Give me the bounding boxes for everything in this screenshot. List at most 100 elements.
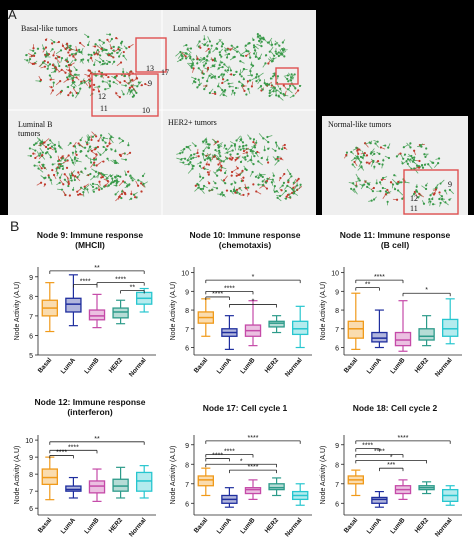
network-node [85, 154, 88, 157]
network-node [71, 174, 75, 177]
network-node [113, 60, 116, 63]
network-node [75, 153, 78, 156]
box-normal [135, 471, 153, 492]
network-node [67, 154, 70, 157]
network-node [396, 189, 400, 192]
network-node [108, 60, 111, 64]
network-node [239, 60, 242, 63]
significance-label: **** [248, 435, 259, 442]
network-node [101, 80, 104, 83]
network-node [378, 152, 381, 155]
network-node [31, 62, 34, 66]
network-node [380, 178, 383, 181]
network-node [73, 73, 77, 76]
network-node [387, 146, 390, 149]
network-node [50, 86, 53, 89]
network-node [68, 49, 71, 52]
network-node [179, 50, 182, 54]
x-tick-label: Normal [284, 357, 304, 379]
network-node [33, 54, 36, 57]
network-node [379, 146, 383, 149]
network-node [111, 52, 114, 55]
network-node [83, 185, 86, 188]
network-node [67, 184, 70, 188]
network-node [252, 38, 255, 41]
network-node [261, 183, 265, 187]
network-node [197, 183, 200, 187]
network-node [137, 184, 140, 187]
network-node [207, 146, 210, 150]
network-node [58, 64, 61, 68]
y-tick-label: 7 [335, 482, 339, 489]
network-node [61, 165, 64, 168]
network-node [268, 94, 271, 97]
network-node [75, 76, 78, 79]
network-node [61, 167, 65, 171]
network-node [217, 163, 220, 166]
network-node [266, 158, 269, 161]
network-node [242, 67, 245, 71]
network-node [274, 43, 277, 46]
network-node [95, 187, 98, 190]
network-node [126, 184, 129, 187]
network-node [275, 52, 278, 55]
plot-0: 5 6 7 8 9 Node Activity (A.U) Basal LumA LumB HER… [14, 265, 156, 378]
y-tick-label: 8 [185, 462, 189, 469]
network-node [229, 153, 232, 156]
network-node [372, 159, 375, 163]
network-node [353, 188, 356, 191]
network-normal-svg [343, 140, 459, 215]
significance-label: ** [365, 282, 371, 289]
network-node [234, 191, 237, 194]
network-node [61, 157, 64, 160]
network-node [350, 150, 353, 154]
network-node [211, 64, 214, 67]
network-node [242, 78, 245, 81]
network-node [130, 177, 133, 180]
significance-label: * [252, 298, 255, 305]
network-node [358, 179, 361, 182]
network-node [258, 56, 261, 60]
network-node [66, 78, 70, 81]
network-node [387, 156, 391, 160]
network-node [100, 47, 103, 50]
network-node [409, 146, 412, 149]
plot-title-node-18: Node 18: Cell cycle 2 [352, 403, 438, 413]
network-node [119, 81, 122, 84]
network-node [112, 81, 115, 84]
network-node [286, 77, 289, 81]
network-node [374, 142, 377, 145]
network-node [299, 183, 302, 186]
network-node [106, 38, 109, 41]
network-node [251, 64, 255, 67]
network-node [51, 168, 54, 172]
network-node [270, 43, 274, 46]
network-node [214, 92, 217, 96]
network-node [406, 158, 410, 161]
network-node [267, 62, 270, 65]
box-her2 [112, 307, 129, 319]
network-node [250, 85, 254, 88]
network-node [225, 189, 229, 192]
significance-label: **** [374, 274, 385, 281]
box-normal [441, 318, 459, 337]
network-node [49, 139, 52, 142]
network-node [52, 81, 55, 84]
network-node [211, 75, 214, 79]
network-node [240, 84, 244, 87]
network-node [119, 61, 123, 64]
network-node [89, 172, 92, 176]
network-node [108, 142, 111, 145]
node-label-13: 13 [146, 64, 154, 73]
network-node [128, 45, 131, 49]
network-node [274, 149, 277, 152]
network-node [58, 181, 61, 184]
network-node [199, 161, 202, 164]
network-node [247, 87, 250, 91]
network-node [235, 139, 238, 142]
network-node [221, 65, 224, 69]
network-node [409, 158, 412, 161]
network-node [432, 161, 435, 164]
network-node [59, 80, 62, 83]
network-node [98, 61, 102, 64]
